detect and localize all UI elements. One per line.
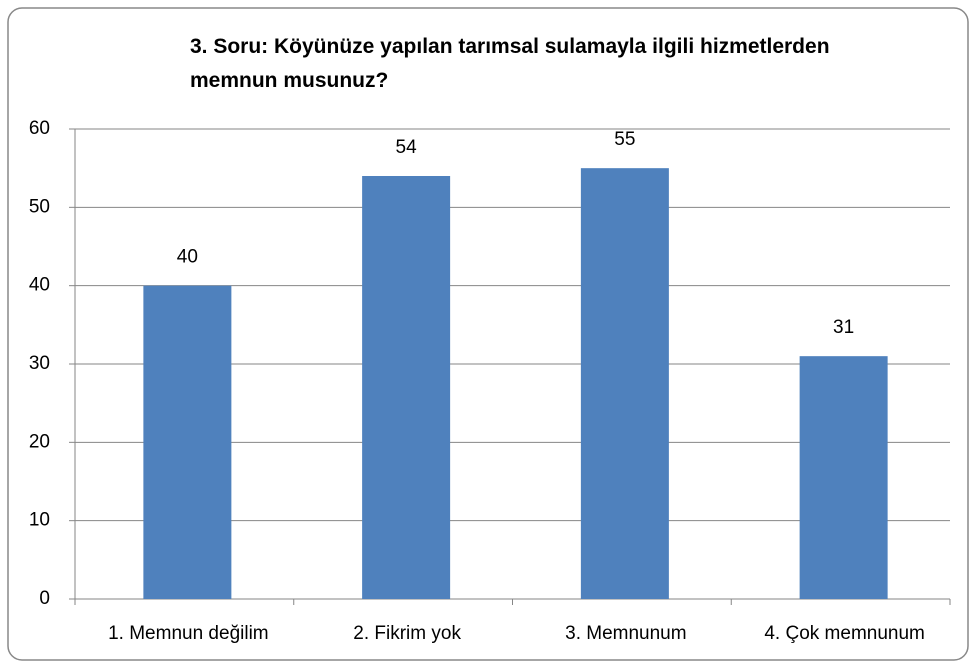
x-tick-label: 3. Memnunum bbox=[565, 623, 686, 644]
data-label: 55 bbox=[614, 129, 635, 150]
y-tick-label: 0 bbox=[39, 588, 50, 609]
x-tick-label: 1. Memnun değilim bbox=[108, 623, 269, 644]
data-label: 31 bbox=[833, 317, 854, 338]
y-tick-label: 30 bbox=[29, 353, 50, 374]
data-label: 54 bbox=[396, 137, 418, 158]
bar bbox=[362, 176, 451, 599]
y-tick-label: 50 bbox=[29, 196, 50, 217]
chart-border bbox=[7, 7, 969, 661]
bar bbox=[143, 285, 232, 599]
chart-title: 3. Soru: Köyünüze yapılan tarımsal sulam… bbox=[190, 35, 830, 92]
x-tick-label: 4. Çok memnunum bbox=[764, 623, 925, 644]
y-tick-label: 10 bbox=[29, 510, 50, 531]
data-label: 40 bbox=[177, 247, 198, 268]
bar bbox=[580, 168, 669, 599]
bar bbox=[799, 356, 888, 599]
y-tick-label: 20 bbox=[29, 431, 50, 452]
y-tick-label: 60 bbox=[29, 118, 50, 139]
y-tick-label: 40 bbox=[29, 275, 50, 296]
x-tick-label: 2. Fikrim yok bbox=[353, 623, 461, 644]
